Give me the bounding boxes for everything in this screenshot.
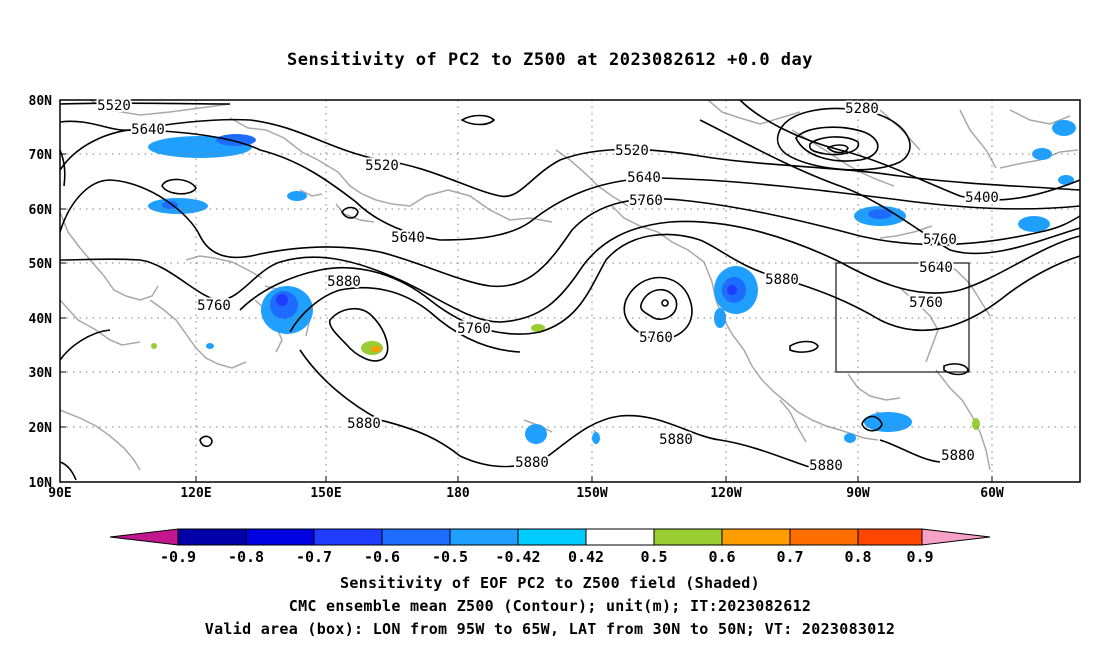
contour-label: 5880	[347, 416, 381, 432]
contour-label: 5880	[765, 272, 799, 288]
contour-label: 5880	[659, 432, 693, 448]
colorbar-label: -0.6	[364, 548, 400, 566]
colorbar-swatch	[245, 528, 315, 546]
colorbar-swatch	[653, 528, 723, 546]
lat-label: 30N	[29, 366, 53, 381]
contour-label: 5760	[197, 298, 231, 314]
colorbar-label: -0.9	[160, 548, 196, 566]
contour-label: 5280	[845, 101, 879, 117]
colorbar-swatch	[177, 528, 247, 546]
colorbar-label: 0.6	[708, 548, 735, 566]
contour-label: 5520	[615, 143, 649, 159]
colorbar-swatch	[449, 528, 519, 546]
lon-label: 90W	[846, 486, 870, 501]
colorbar-label: -0.42	[495, 548, 540, 566]
lon-label: 180	[446, 486, 470, 501]
contour-label: 5880	[327, 274, 361, 290]
colorbar-label: -0.8	[228, 548, 264, 566]
colorbar-swatch	[857, 528, 923, 546]
caption-line-2: CMC ensemble mean Z500 (Contour); unit(m…	[288, 597, 812, 615]
lon-label: 150E	[310, 486, 341, 501]
colorbar-swatch	[789, 528, 859, 546]
lat-label: 80N	[29, 94, 53, 109]
contour-label: 5520	[97, 98, 131, 114]
contour-label: 5760	[629, 193, 663, 209]
lat-label: 70N	[29, 148, 53, 163]
contour-label: 5640	[919, 260, 953, 276]
colorbar-label: 0.8	[844, 548, 871, 566]
contour-label: 5760	[923, 232, 957, 248]
contour-label: 5760	[457, 321, 491, 337]
lon-label: 60W	[980, 486, 1004, 501]
contour-label: 5880	[515, 455, 549, 471]
contour-label: 5400	[965, 190, 999, 206]
colorbar-swatch	[585, 528, 655, 546]
lat-label: 50N	[29, 257, 53, 272]
contour-label: 5760	[909, 295, 943, 311]
contour-label: 5880	[941, 448, 975, 464]
caption-line-3: Valid area (box): LON from 95W to 65W, L…	[204, 620, 896, 638]
contour-label: 5640	[131, 122, 165, 138]
caption-line-1: Sensitivity of EOF PC2 to Z500 field (Sh…	[340, 574, 760, 592]
colorbar-swatch	[721, 528, 791, 546]
sensitivity-shading	[148, 120, 1076, 444]
colorbar	[109, 528, 991, 546]
lon-label: 120W	[710, 486, 741, 501]
lat-label: 60N	[29, 203, 53, 218]
lat-label: 40N	[29, 312, 53, 327]
lon-label: 120E	[180, 486, 211, 501]
z500-contours	[59, 99, 1081, 481]
colorbar-max-triangle	[921, 528, 991, 546]
map-frame	[59, 99, 1081, 483]
colorbar-label: -0.5	[432, 548, 468, 566]
lat-label: 10N	[29, 476, 53, 491]
colorbar-label: 0.5	[640, 548, 667, 566]
colorbar-label: -0.7	[296, 548, 332, 566]
colorbar-label: 0.9	[906, 548, 933, 566]
colorbar-swatch	[517, 528, 587, 546]
contour-label: 5640	[391, 230, 425, 246]
contour-label: 5520	[365, 158, 399, 174]
gridlines	[60, 100, 1080, 482]
colorbar-swatch	[313, 528, 383, 546]
colorbar-label: 0.7	[776, 548, 803, 566]
colorbar-label: 0.42	[568, 548, 604, 566]
lat-label: 20N	[29, 421, 53, 436]
tick-marks	[60, 99, 993, 482]
colorbar-min-triangle	[109, 528, 179, 546]
contour-label: 5760	[639, 330, 673, 346]
lon-label: 150W	[576, 486, 607, 501]
contour-label: 5880	[809, 458, 843, 474]
lon-label: 90E	[48, 486, 71, 501]
contour-label: 5640	[627, 170, 661, 186]
map-title: Sensitivity of PC2 to Z500 at 2023082612…	[286, 50, 813, 70]
valid-area-box	[835, 262, 970, 373]
colorbar-swatch	[381, 528, 451, 546]
